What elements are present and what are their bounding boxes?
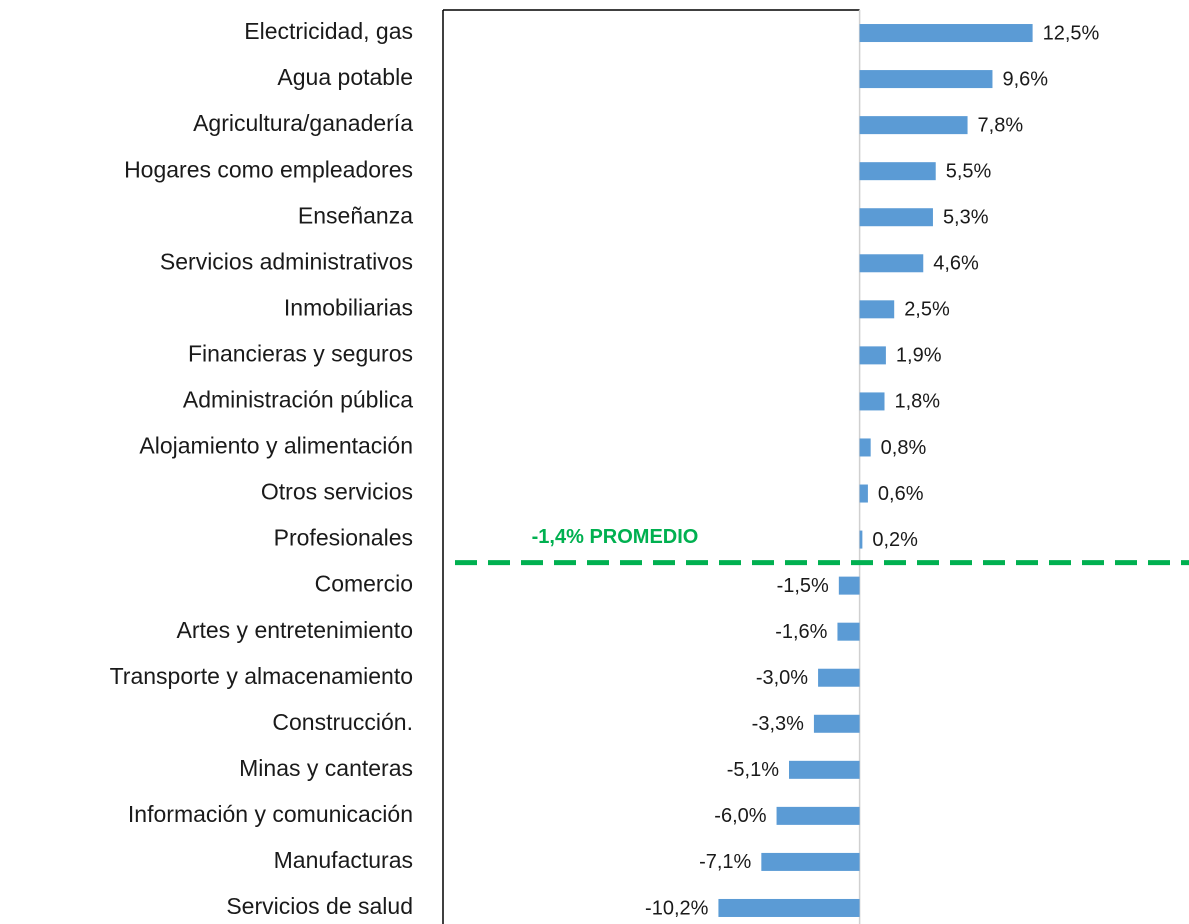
bar: [718, 898, 860, 917]
category-label: Hogares como empleadores: [124, 156, 413, 182]
value-label: 1,9%: [896, 345, 942, 367]
value-label: 9,6%: [1002, 68, 1048, 90]
value-label: 1,8%: [895, 391, 941, 413]
value-label: -5,1%: [727, 759, 779, 781]
category-label: Profesionales: [274, 525, 413, 551]
bar: [813, 714, 860, 733]
value-label: 12,5%: [1043, 22, 1100, 44]
value-label: 2,5%: [904, 299, 950, 321]
bar: [859, 530, 863, 549]
category-label: Minas y canteras: [239, 755, 413, 781]
category-label: Transporte y almacenamiento: [110, 663, 413, 689]
value-label: -3,3%: [752, 713, 804, 735]
bar: [859, 24, 1033, 43]
value-label: 5,3%: [943, 207, 989, 229]
category-label: Enseñanza: [298, 202, 413, 228]
bar: [818, 668, 860, 687]
category-label: Inmobiliarias: [284, 294, 413, 320]
bar: [789, 760, 860, 779]
bar: [859, 484, 868, 503]
bar: [859, 300, 895, 319]
value-label: 4,6%: [933, 253, 979, 275]
category-label: Artes y entretenimiento: [176, 617, 413, 643]
bar: [859, 254, 924, 273]
bar: [859, 346, 886, 365]
category-label: Administración pública: [183, 387, 413, 413]
category-label: Comercio: [315, 571, 413, 597]
bar: [776, 806, 860, 825]
value-label: -10,2%: [645, 897, 709, 919]
category-label: Servicios administrativos: [160, 248, 413, 274]
value-label: -6,0%: [714, 805, 766, 827]
bar: [838, 576, 860, 595]
category-label: Agua potable: [277, 64, 413, 90]
value-label: 0,2%: [872, 529, 918, 551]
category-label: Otros servicios: [261, 479, 413, 505]
bar: [859, 392, 885, 411]
value-label: 0,8%: [881, 437, 927, 459]
bar: [859, 208, 933, 227]
bar: [761, 852, 860, 871]
value-label: -7,1%: [699, 851, 751, 873]
bar: [859, 162, 936, 181]
value-label: -3,0%: [756, 667, 808, 689]
bar: [859, 70, 993, 89]
bar: [859, 116, 968, 135]
category-label: Servicios de salud: [226, 893, 413, 919]
category-label: Alojamiento y alimentación: [139, 433, 413, 459]
average-label: -1,4% PROMEDIO: [532, 526, 699, 548]
value-label: -1,5%: [777, 575, 829, 597]
category-label: Información y comunicación: [128, 801, 413, 827]
category-label: Financieras y seguros: [188, 340, 413, 366]
category-label: Manufacturas: [274, 847, 413, 873]
bar: [859, 438, 871, 457]
value-label: -1,6%: [775, 621, 827, 643]
category-label: Electricidad, gas: [244, 18, 413, 44]
bar: [837, 622, 860, 641]
value-label: 5,5%: [946, 160, 992, 182]
category-label: Construcción.: [272, 709, 413, 735]
category-label: Agricultura/ganadería: [193, 110, 413, 136]
value-label: 0,6%: [878, 483, 924, 505]
value-label: 7,8%: [978, 114, 1024, 136]
